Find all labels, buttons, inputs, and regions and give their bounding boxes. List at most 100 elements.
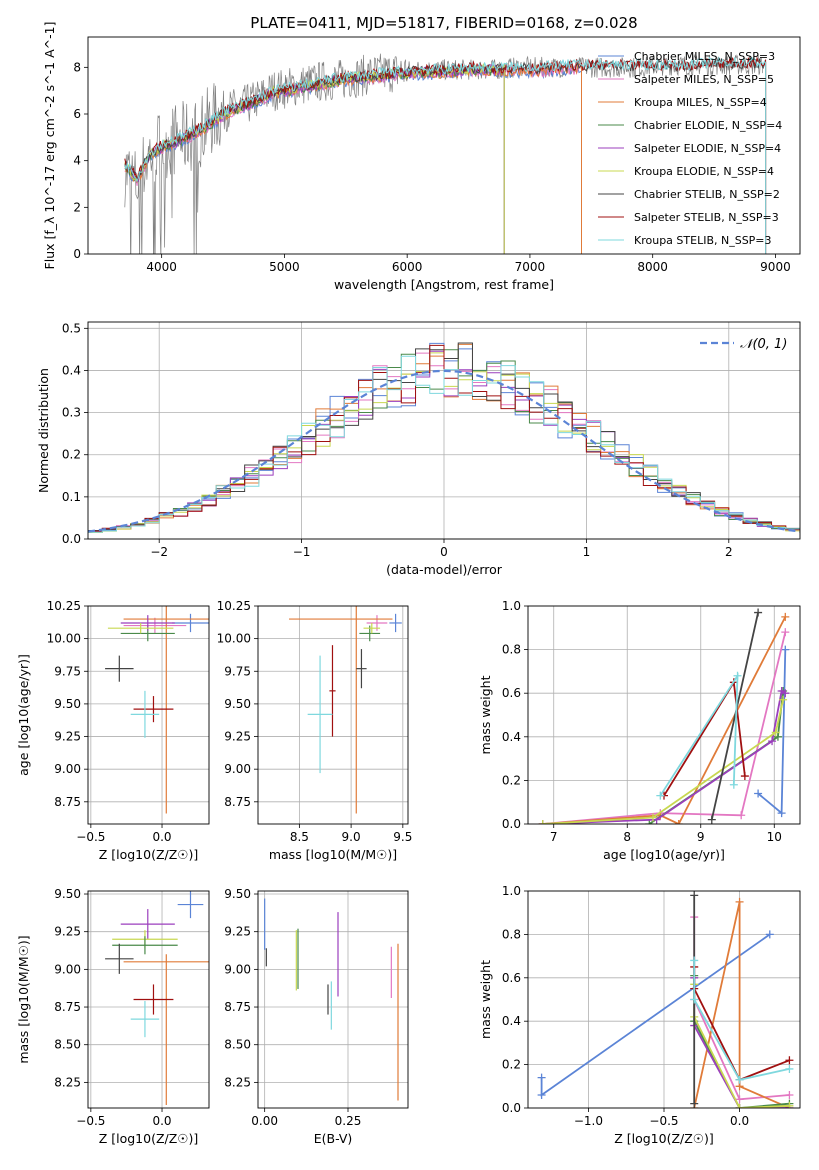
error-point-8 bbox=[105, 655, 134, 682]
y-axis-label: Normed distribution bbox=[36, 368, 51, 493]
weight-marker bbox=[765, 930, 774, 939]
panel-age-vs-z: −0.5 0.0 8.75 9.00 9.25 9.50 9.75 10.00 10.25 Z [… bbox=[16, 599, 210, 862]
x-tick-label: −0.5 bbox=[649, 1114, 678, 1128]
y-tick-label: 9.50 bbox=[224, 697, 251, 711]
legend-label-5: Salpeter ELODIE, N_SSP=4 bbox=[634, 142, 781, 155]
weight-marker bbox=[781, 689, 790, 698]
weight-marker bbox=[737, 811, 746, 820]
x-tick-label: 7000 bbox=[515, 260, 546, 274]
x-tick-label: 0.00 bbox=[251, 1114, 278, 1128]
weight-line-6 bbox=[693, 984, 790, 1108]
legend-label-normal: 𝒩(0, 1) bbox=[740, 337, 787, 352]
error-point-2 bbox=[123, 617, 187, 634]
x-tick-label: 0.25 bbox=[335, 1114, 362, 1128]
y-tick-label: 9.00 bbox=[54, 962, 81, 976]
axes-frame bbox=[87, 605, 210, 825]
weight-marker bbox=[779, 695, 788, 704]
x-tick-label: 9000 bbox=[760, 260, 791, 274]
y-tick-label: 2 bbox=[73, 200, 81, 214]
y-tick-label: 10.25 bbox=[47, 599, 81, 613]
legend-label-3: Kroupa MILES, N_SSP=4 bbox=[634, 96, 767, 109]
model-line-3 bbox=[124, 62, 582, 254]
y-tick-label: 0.3 bbox=[62, 406, 81, 420]
y-tick-label: 8.75 bbox=[224, 795, 251, 809]
error-point-9 bbox=[133, 696, 174, 723]
weight-line-8 bbox=[663, 679, 746, 797]
model-line-7 bbox=[124, 57, 767, 254]
weight-marker bbox=[690, 956, 699, 965]
y-tick-label: 8.50 bbox=[54, 1038, 81, 1052]
weight-marker bbox=[773, 732, 782, 741]
panel-residual-histogram: −2 −1 0 1 2 0.0 0.1 0.2 0.3 0.4 0.5 (data-model)/er… bbox=[36, 321, 801, 577]
plot-area bbox=[538, 608, 790, 824]
y-tick-label: 0.1 bbox=[62, 490, 81, 504]
y-tick-label: 9.00 bbox=[54, 762, 81, 776]
legend-label-8: Salpeter STELIB, N_SSP=3 bbox=[634, 211, 779, 224]
weight-marker bbox=[645, 820, 654, 824]
axes-frame bbox=[87, 36, 801, 255]
weight-marker bbox=[537, 1090, 546, 1099]
error-point-10 bbox=[130, 690, 160, 738]
legend-label-4: Chabrier ELODIE, N_SSP=4 bbox=[634, 119, 782, 132]
y-tick-label: 0.4 bbox=[62, 363, 81, 377]
y-tick-label: 0.4 bbox=[502, 730, 521, 744]
y-tick-label: 1.0 bbox=[502, 599, 521, 613]
x-tick-label: −0.5 bbox=[76, 830, 105, 844]
weight-line-5 bbox=[542, 689, 786, 824]
weight-marker bbox=[690, 1099, 699, 1108]
legend-label-7: Chabrier STELIB, N_SSP=2 bbox=[634, 188, 780, 201]
weight-line-7 bbox=[710, 612, 759, 820]
x-tick-label: 8.5 bbox=[290, 830, 309, 844]
weight-marker bbox=[648, 813, 657, 822]
y-tick-label: 0.6 bbox=[502, 971, 521, 985]
y-tick-label: 10.00 bbox=[217, 632, 251, 646]
weight-line-9 bbox=[659, 672, 739, 797]
panel-mass-vs-z: −0.5 0.0 8.25 8.50 8.75 9.00 9.25 9.50 Z [log10(… bbox=[16, 887, 210, 1146]
y-tick-label: 1.0 bbox=[502, 884, 521, 898]
y-tick-label: 0.2 bbox=[502, 773, 521, 787]
spectrum-title: PLATE=0411, MJD=51817, FIBERID=0168, z=0… bbox=[250, 14, 637, 32]
error-point-4 bbox=[112, 936, 178, 955]
weight-line-9 bbox=[693, 960, 790, 1081]
x-axis-label: E(B-V) bbox=[314, 1131, 353, 1146]
legend-label-6: Kroupa ELODIE, N_SSP=4 bbox=[634, 165, 774, 178]
y-tick-label: 0.2 bbox=[502, 1058, 521, 1072]
weight-marker bbox=[785, 1101, 794, 1108]
weight-marker bbox=[656, 791, 665, 800]
y-axis-label: mass [log10(M/M☉)] bbox=[16, 935, 31, 1063]
x-tick-label: 8 bbox=[623, 830, 631, 844]
plot-area bbox=[264, 898, 399, 1101]
y-axis-label: age [log10(age/yr)] bbox=[16, 654, 31, 776]
error-point-2 bbox=[120, 909, 175, 940]
panel-mass-vs-ebv: 0.00 0.25 8.25 8.50 8.75 9.00 9.25 9.50 E(B-V) bbox=[224, 887, 409, 1146]
x-tick-label: 1 bbox=[583, 545, 591, 559]
weight-marker bbox=[707, 815, 716, 824]
panel-weight-vs-z: −1.0 −0.5 0.0 0.0 0.2 0.4 0.6 0.8 1.0 Z [log10(Z/… bbox=[478, 884, 801, 1146]
error-point-7 bbox=[356, 649, 367, 689]
x-tick-label: 2 bbox=[725, 545, 733, 559]
y-tick-label: 0.5 bbox=[62, 321, 81, 335]
weight-marker bbox=[690, 995, 699, 1004]
y-tick-label: 9.25 bbox=[54, 730, 81, 744]
weight-marker bbox=[785, 1090, 794, 1099]
weight-marker bbox=[785, 1064, 794, 1073]
weight-marker bbox=[785, 1056, 794, 1065]
legend-label-9: Kroupa STELIB, N_SSP=3 bbox=[634, 234, 772, 247]
y-tick-label: 9.25 bbox=[224, 925, 251, 939]
plot-area bbox=[537, 891, 794, 1108]
y-tick-label: 9.75 bbox=[224, 664, 251, 678]
y-tick-label: 0.0 bbox=[62, 532, 81, 546]
weight-marker bbox=[777, 809, 786, 818]
y-tick-label: 0.6 bbox=[502, 686, 521, 700]
y-tick-label: 4 bbox=[73, 154, 81, 168]
y-tick-label: 8.25 bbox=[54, 1075, 81, 1089]
weight-marker bbox=[733, 671, 742, 680]
error-point-6 bbox=[363, 622, 381, 634]
plot-area bbox=[105, 891, 209, 1105]
y-tick-label: 8.25 bbox=[224, 1075, 251, 1089]
error-point-1 bbox=[389, 613, 402, 633]
error-point-1 bbox=[177, 891, 204, 919]
x-axis-label: (data-model)/error bbox=[386, 562, 503, 577]
weight-marker bbox=[740, 772, 749, 781]
panel-age-vs-mass: 8.5 9.0 9.5 8.75 9.00 9.25 9.50 9.75 10.00 10.25 m… bbox=[217, 599, 413, 862]
